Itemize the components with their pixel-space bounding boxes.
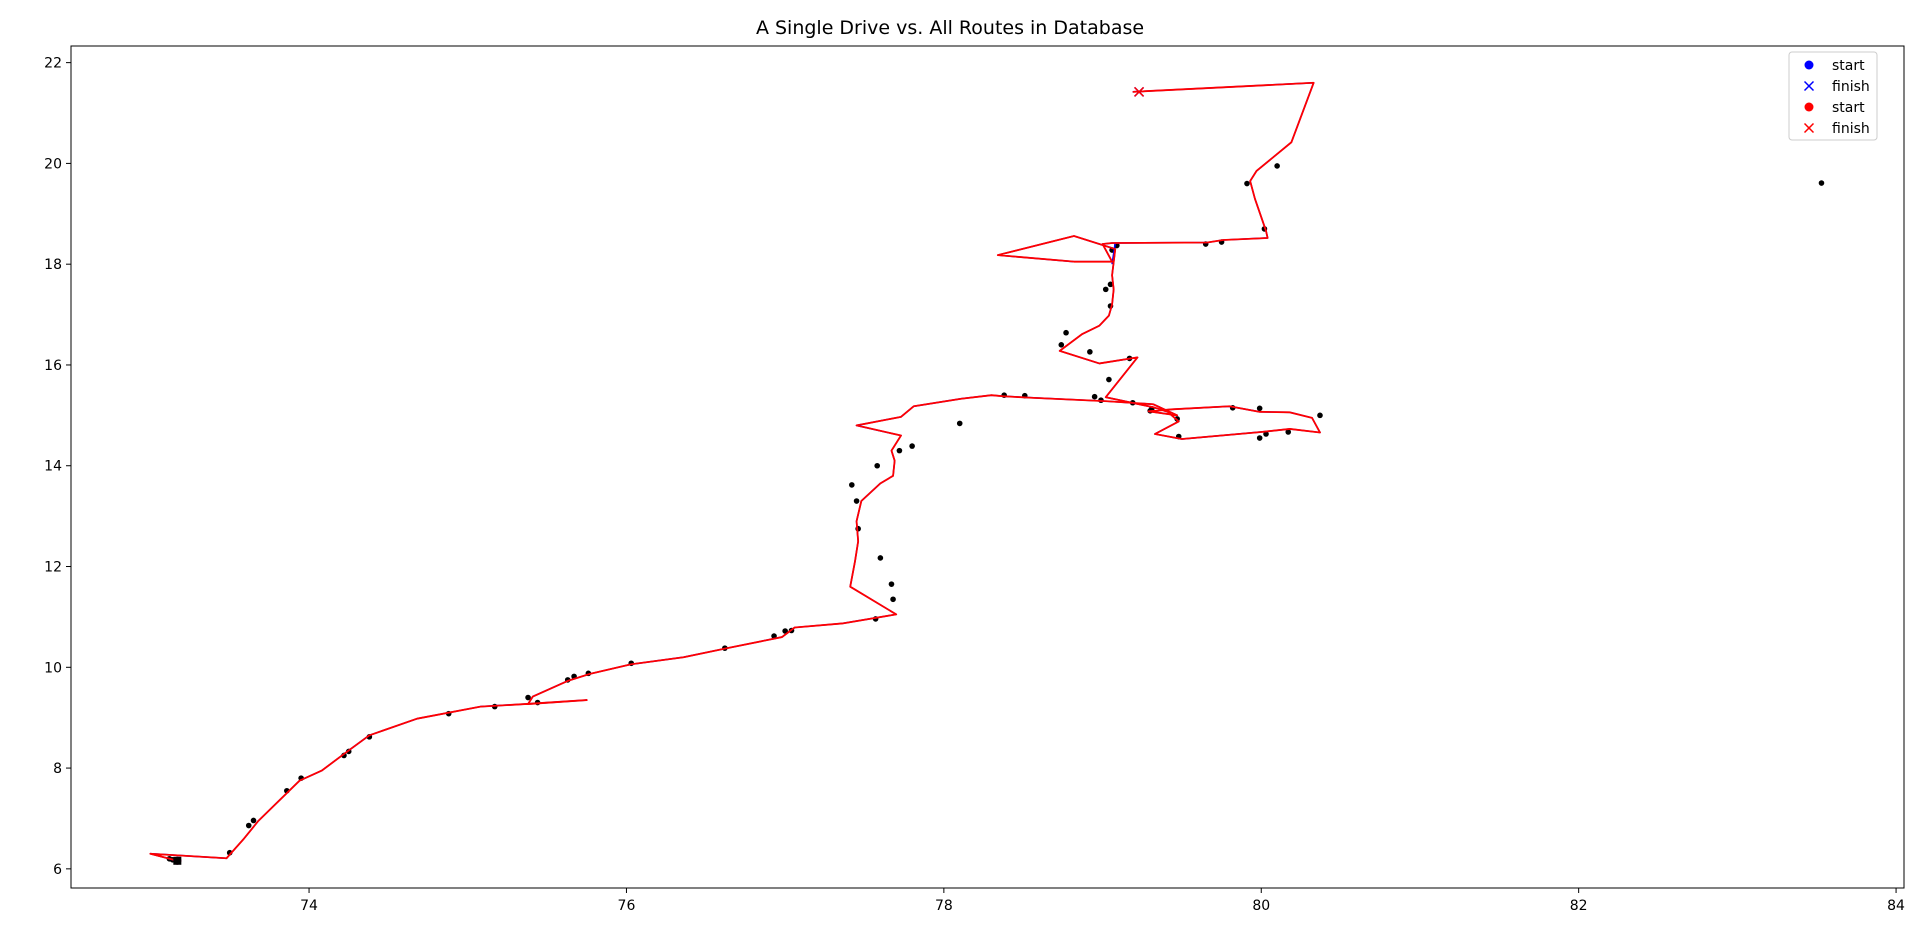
route-line-red [149,81,1321,862]
legend-finish-marker [1803,80,1815,92]
database-point [853,498,860,504]
route-line-blue [149,81,1321,862]
database-start-square [173,856,182,865]
legend: start finish start finish [1788,51,1878,141]
legend-box [1788,51,1878,141]
plot-frame [70,45,1905,889]
database-point [1263,431,1269,437]
database-point [1256,435,1263,441]
database-point [888,581,895,587]
legend-label: start [1832,58,1865,74]
y-tick-label: 16 [44,358,62,374]
database-point [1058,342,1065,348]
database-point [1256,405,1263,412]
y-tick-label: 14 [44,459,62,475]
database-point [877,555,884,561]
database-point [956,420,963,427]
database-point [1285,429,1292,435]
x-tick-label: 78 [935,898,953,914]
database-point [1244,180,1250,187]
legend-finish-marker [1803,122,1815,134]
x-tick-label: 82 [1570,898,1588,914]
legend-start-marker [1804,60,1814,70]
database-point [1317,412,1323,419]
x-tick-label: 74 [300,898,318,914]
y-tick-label: 22 [44,56,62,72]
database-point [1106,376,1112,383]
database-point [896,447,903,454]
database-point [909,443,915,449]
legend-start-marker [1804,102,1814,112]
y-tick-label: 10 [44,660,62,676]
database-point [1107,281,1114,288]
y-axis: 6 8 10 12 14 16 18 20 22 [44,56,71,878]
database-point [890,596,896,603]
legend-label: finish [1832,79,1870,95]
database-point [1102,286,1109,293]
database-point [525,694,531,701]
y-tick-label: 8 [53,761,62,777]
y-tick-label: 18 [44,257,62,273]
finish-marker [1134,86,1145,97]
y-tick-label: 20 [44,156,62,172]
x-tick-label: 84 [1887,898,1905,914]
y-tick-label: 12 [44,560,62,576]
legend-label: finish [1832,121,1870,137]
database-point [1063,329,1069,336]
blue-route-segment [1111,242,1117,265]
database-point [1274,163,1280,169]
database-point [782,628,788,634]
y-tick-label: 6 [53,862,62,878]
database-point [1087,349,1093,355]
database-point [849,482,855,488]
chart-title: A Single Drive vs. All Routes in Databas… [756,17,1144,39]
x-axis: 74 76 78 80 82 84 [300,888,1905,914]
legend-label: start [1832,100,1865,116]
x-tick-label: 80 [1252,898,1270,914]
x-tick-label: 76 [618,898,636,914]
plot-area [149,81,1825,865]
database-point [245,822,252,829]
database-point [1818,180,1825,186]
database-point [250,817,257,824]
database-point [771,633,777,639]
database-point [1091,393,1098,400]
database-point [874,462,881,469]
